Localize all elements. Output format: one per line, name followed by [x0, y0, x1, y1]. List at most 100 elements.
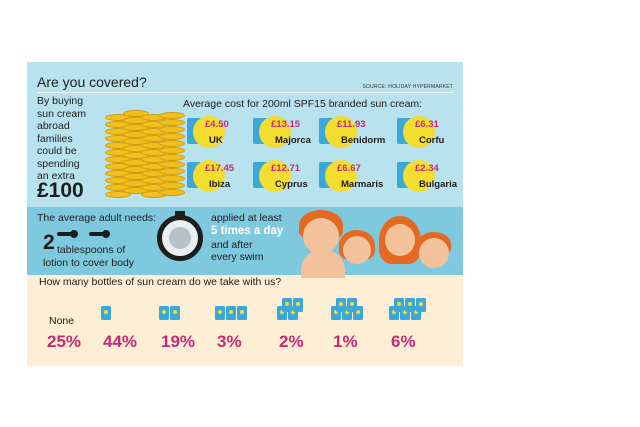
coin-icon [159, 112, 185, 119]
spoon-icon [57, 230, 78, 238]
price-destination: Cyprus [275, 179, 308, 190]
sun-cream-bottle-icon [411, 306, 421, 320]
price-amount: £6.31 [415, 119, 439, 130]
price-destination: Corfu [419, 135, 445, 146]
infographic-title: Are you covered? [37, 74, 147, 90]
intro-line: sun cream [37, 107, 87, 120]
intro-text: By buying sun cream abroad families coul… [37, 95, 121, 183]
bottle-group [215, 298, 263, 328]
spoon-icon [89, 230, 110, 238]
swim-text: every swim [211, 251, 264, 263]
coin-icon [159, 126, 185, 133]
family-illustration [295, 208, 463, 278]
times-per-day: 5 times a day [211, 225, 284, 237]
sun-cream-bottle-icon [331, 306, 341, 320]
sky-band [27, 62, 463, 207]
coin-icon [159, 189, 185, 196]
price-tag: £13.15 Majorca [253, 116, 323, 152]
sun-cream-bottle-icon [170, 306, 180, 320]
price-amount: £4.50 [205, 119, 229, 130]
coin-icon [159, 154, 185, 161]
price-destination: UK [209, 135, 223, 146]
dad-body [301, 250, 345, 278]
sun-cream-bottle-icon [353, 306, 363, 320]
bottle-percent: 25% [47, 332, 82, 351]
dad-face [303, 218, 339, 254]
bottle-percent: 6% [391, 332, 416, 351]
average-cost-title: Average cost for 200ml SPF15 branded sun… [183, 98, 423, 110]
intro-line: By buying [37, 95, 84, 107]
applied-text: applied at least [211, 212, 282, 224]
price-tag: £4.50 UK [187, 116, 257, 152]
timer-knob [175, 211, 185, 216]
timer-icon [157, 215, 203, 261]
intro-line: abroad [37, 120, 70, 132]
bottle-percent: 19% [161, 332, 196, 351]
intro-line: could be [37, 145, 77, 157]
bottle-percent: 3% [217, 332, 242, 351]
price-destination: Majorca [275, 135, 311, 146]
sun-cream-bottle-icon [277, 306, 287, 320]
source-note: SOURCE: HOLIDAY HYPERMARKET [362, 84, 453, 90]
sun-cream-bottle-icon [336, 298, 346, 312]
sun-cream-bottle-icon [282, 298, 292, 312]
bottle-percent: 2% [279, 332, 304, 351]
intro-line: an extra [37, 170, 75, 182]
sun-cream-infographic: Are you covered? SOURCE: HOLIDAY HYPERMA… [27, 62, 463, 366]
price-tag: £6.31 Corfu [397, 116, 463, 152]
price-tag: £17.45 Ibiza [187, 160, 257, 196]
intro-line: families [37, 132, 73, 145]
tablespoons-number: 2 [43, 231, 55, 254]
price-destination: Bulgaria [419, 179, 458, 190]
sun-cream-bottle-icon [394, 298, 404, 312]
bottle-percent: 44% [103, 332, 138, 351]
price-amount: £17.45 [205, 163, 235, 174]
coin-icon [159, 147, 185, 154]
intro-amount: £100 [37, 179, 84, 202]
coin-icon [159, 161, 185, 168]
price-tag: £12.71 Cyprus [253, 160, 323, 196]
price-destination: Benidorm [341, 135, 386, 146]
sun-cream-bottle-icon [389, 306, 399, 320]
intro-line: spending [37, 157, 80, 170]
sun-cream-bottle-icon [405, 298, 415, 312]
sun-cream-bottle-icon [400, 306, 410, 320]
bottle-percent: 1% [333, 332, 358, 351]
bottle-group [159, 298, 207, 328]
price-amount: £6.67 [337, 163, 361, 174]
price-amount: £12.71 [271, 163, 301, 174]
sun-icon [193, 116, 225, 148]
price-tag: £11.93 Benidorm [319, 116, 389, 152]
bottles-question: How many bottles of sun cream do we take… [39, 276, 282, 288]
sun-cream-bottle-icon [342, 306, 352, 320]
girl-face [343, 236, 371, 264]
sun-cream-bottle-icon [416, 298, 426, 312]
sun-cream-bottle-icon [288, 306, 298, 320]
price-amount: £11.93 [337, 119, 366, 130]
sun-icon [325, 160, 357, 192]
coin-icon [159, 182, 185, 189]
sun-icon [403, 116, 435, 148]
coin-icon [159, 133, 185, 140]
sun-cream-bottle-icon [226, 306, 236, 320]
coin-icon [159, 168, 185, 175]
mum-face [385, 224, 415, 256]
after-text: and after [211, 239, 253, 251]
timer-face [169, 227, 191, 249]
sun-icon [259, 116, 291, 148]
price-amount: £13.15 [271, 119, 301, 130]
coin-icon [159, 140, 185, 147]
price-tag: £6.67 Marmaris [319, 160, 389, 196]
boy-face [419, 238, 449, 268]
title-divider [37, 92, 453, 93]
coin-icon [105, 191, 131, 198]
bottle-group [331, 298, 379, 328]
sun-cream-bottle-icon [215, 306, 225, 320]
sun-icon [325, 116, 357, 148]
tablespoons-text: tablespoons of [57, 244, 126, 256]
price-destination: Marmaris [341, 179, 384, 190]
coin-icon [159, 119, 185, 126]
sun-cream-bottle-icon [347, 298, 357, 312]
sun-icon [259, 160, 291, 192]
price-destination: Ibiza [209, 179, 231, 190]
